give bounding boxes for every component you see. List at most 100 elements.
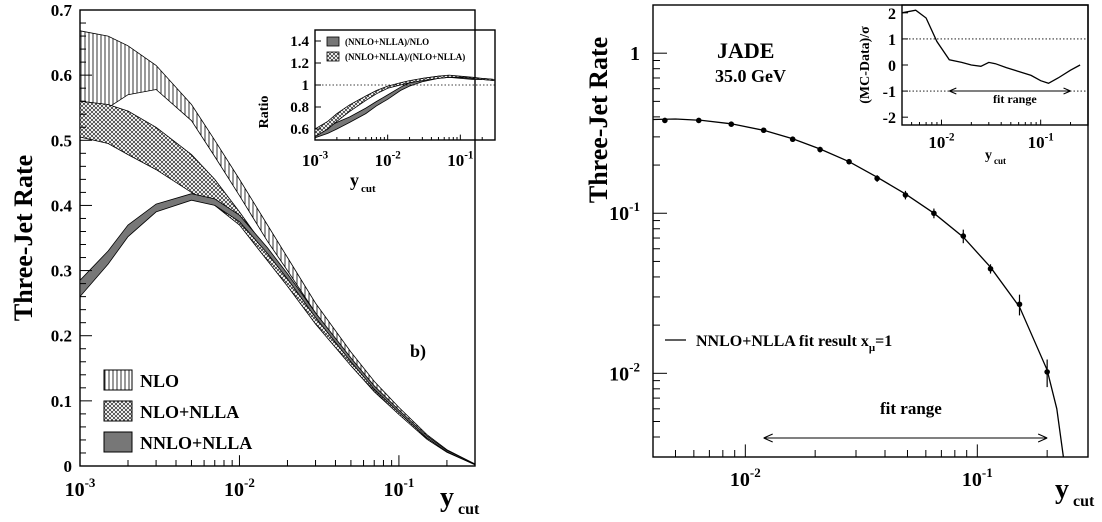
right-y-tick-label-0-base: 1 [630,43,640,65]
inset-residual-curve [901,9,1081,85]
left-inset-x-tick-label-0-exp: -3 [319,149,329,161]
legend-swatch-0 [103,369,133,391]
left-x-tick-label-0-base: 10 [65,479,85,501]
left-y-axis-label: Three-Jet Rate [9,155,38,321]
right-x-tick-label-1-base: 10 [962,469,982,491]
left-x-tick-label-1-exp: -2 [244,475,255,490]
left-inset-x-label-sub: cut [361,183,376,195]
left-inset-x-tick-label-2: 10-1 [447,149,473,170]
right-inset-y-tick-label-1: 1 [888,32,896,49]
data-point-9 [931,210,937,217]
data-point-12 [1016,301,1023,308]
inset-legend-swatch-0 [326,36,340,47]
right-y-tick-label-1-exp: -1 [629,199,640,214]
data-point-3 [760,127,767,134]
right-inset-x-tick-label-0-base: 10 [928,133,945,152]
right-inset-y-label: (MC-Data)/σ [858,26,873,104]
right-y-tick-label-0: 1 [630,43,640,65]
left-inset-x-tick-label-2-base: 10 [447,151,464,170]
right-inset-x-tick-label-1: 10-1 [1028,131,1054,152]
right-inset-x-tick-label-0: 10-2 [928,131,955,152]
legend-label-1: NLO+NLLA [140,402,239,422]
legend-label: NNLO+NLLA fit result xμ=1 [696,333,892,354]
right-y-tick-label-1-base: 10 [609,203,629,225]
left-y-tick-label-2: 0.2 [51,327,72,346]
panel-label: b) [410,341,426,362]
right-y-tick-label-1: 10-1 [609,199,640,225]
chart-subtitle: 35.0 GeV [715,66,786,86]
left-inset-y-tick-label-4: 1.4 [290,34,309,50]
left-inset-legend: (NNLO+NLLA)/NLO (NNLO+NLLA)/(NLO+NLLA) [326,36,465,62]
left-inset-y-tick-label-2: 1 [302,78,310,94]
legend-swatch-2 [103,431,133,453]
band-nlo [79,30,476,466]
right-inset-y-tick-label-0: 2 [888,6,896,23]
data-point-5 [817,146,823,153]
left-inset-x-tick-label-0: 10-3 [302,149,329,170]
right-inset-frame [901,4,1089,126]
data-point-11 [987,265,994,272]
inset-legend-label-0: (NNLO+NLLA)/NLO [345,37,429,47]
left-x-tick-label-1: 10-2 [224,475,255,501]
left-y-tick-label-5: 0.5 [51,131,72,150]
inset-band--nnlo-nlla-nlo [314,75,496,139]
right-inset-x-tick-label-1-base: 10 [1028,133,1045,152]
right-inset-y-tick-label-3: -1 [883,84,896,101]
legend-swatch-1 [103,400,133,422]
data-point-0 [662,117,668,124]
right-x-tick-label-1-exp: -1 [982,465,993,480]
left-plot-frame [79,9,476,467]
right-inset-x-tick-label-0-exp: -2 [945,131,955,143]
inset-legend-swatch-1 [326,51,340,62]
legend-label-2: NNLO+NLLA [140,433,252,453]
right-y-axis-label: Three-Jet Rate [584,37,613,203]
right-y-tick-label-2: 10-2 [609,359,640,385]
left-inset-y-tick-label-0: 0.6 [290,122,309,138]
left-inset-x-tick-label-1-exp: -2 [392,149,402,161]
left-inset-x-tick-label-1-base: 10 [375,151,392,170]
right-x-axis-label: y [1055,474,1069,505]
left-inset-y-label: Ratio [257,96,272,129]
left-y-tick-label-0: 0 [64,457,73,476]
inset-fit-range-label: fit range [993,92,1037,106]
legend-label-main: NNLO+NLLA fit result x [696,333,869,350]
inset-fit-range-arrowheads [949,87,1071,95]
right-plot-frame [652,4,1089,458]
left-inset-y-tick-label-1: 0.8 [290,100,309,116]
right-inset-x-label-sub: cut [994,156,1006,166]
left-inset-x-label: y [350,170,359,190]
left-inset: 10-3 10-2 10-10.60.811.21.4 Ratio y cut (N… [257,29,496,195]
fit-range-label: fit range [880,399,942,418]
left-x-tick-label-0: 10-3 [65,475,96,501]
right-y-tick-label-2-exp: -2 [629,359,640,374]
left-x-axis-label: y [440,482,454,513]
right-x-tick-label-0-base: 10 [730,469,750,491]
right-legend: NNLO+NLLA fit result xμ=1 [665,333,892,354]
right-x-tick-label-1: 10-1 [962,465,993,491]
right-inset-y-tick-label-2: 0 [888,58,896,75]
left-x-tick-label-2-exp: -1 [403,475,414,490]
left-y-tick-label-7: 0.7 [51,1,73,20]
fit-range-arrowheads [763,433,1048,443]
right-x-tick-label-0: 10-2 [730,465,761,491]
left-y-tick-label-6: 0.6 [51,66,72,85]
left-x-tick-label-0-exp: -3 [85,475,96,490]
left-y-tick-label-4: 0.4 [51,196,73,215]
left-chart: 10-3 10-2 10-100.10.20.30.40.50.60.7 Three… [9,1,496,518]
right-inset-x-label: y [985,148,992,163]
inset-legend-label-1: (NNLO+NLLA)/(NLO+NLLA) [345,52,465,62]
right-x-tick-label-0-exp: -2 [750,465,761,480]
left-y-tick-label-1: 0.1 [51,392,72,411]
left-inset-x-tick-label-1: 10-2 [375,149,402,170]
left-x-tick-label-1-base: 10 [224,479,244,501]
data-point-2 [728,121,735,128]
data-point-4 [789,136,796,143]
right-inset-x-tick-label-1-exp: -1 [1045,131,1054,143]
left-x-tick-label-2-base: 10 [383,479,403,501]
data-point-8 [902,192,909,198]
right-x-axis-label-sub: cut [1073,493,1095,510]
data-point-6 [846,158,852,165]
right-inset-y-tick-label-4: -2 [883,110,896,127]
